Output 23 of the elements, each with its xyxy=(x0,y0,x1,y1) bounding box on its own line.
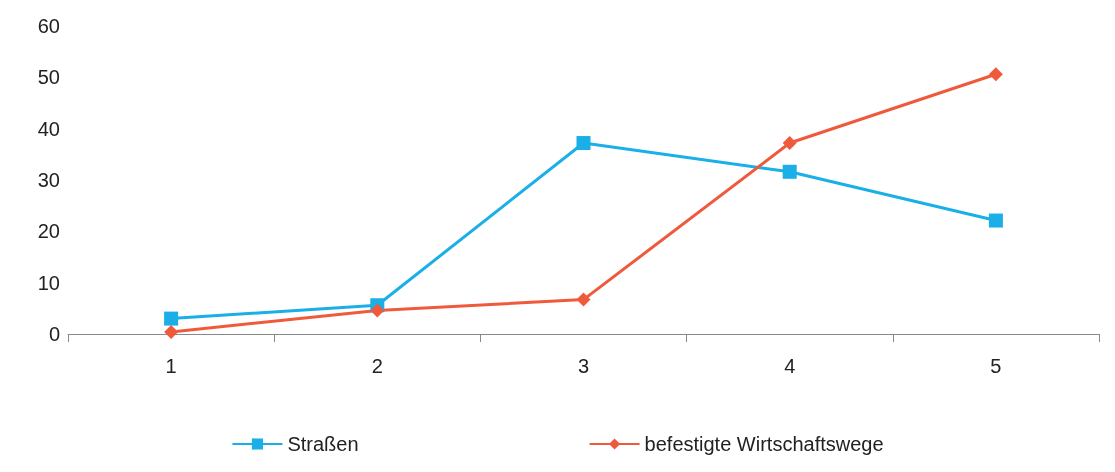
point xyxy=(164,324,179,339)
y-tick-label: 60 xyxy=(37,15,60,37)
x-tick-label: 3 xyxy=(577,355,590,377)
x-tick-label: 4 xyxy=(784,355,796,377)
y-tick-label: 0 xyxy=(48,323,60,345)
point xyxy=(782,164,797,179)
y-tick-label: 10 xyxy=(37,271,60,294)
legend-label: Straßen xyxy=(287,433,359,455)
point xyxy=(988,213,1003,228)
y-tick-label: 50 xyxy=(37,66,60,89)
y-tick-label: 40 xyxy=(37,117,60,140)
y-tick-label: 30 xyxy=(37,169,60,191)
legend-label: befestigte Wirtschaftswege xyxy=(644,433,884,455)
x-tick-label: 2 xyxy=(371,355,383,377)
point xyxy=(370,303,385,318)
point xyxy=(576,292,591,307)
point xyxy=(576,136,591,151)
point xyxy=(988,67,1003,82)
x-tick-label: 1 xyxy=(165,355,177,377)
y-tick-label: 20 xyxy=(37,220,60,243)
point xyxy=(782,136,797,151)
x-tick-label: 5 xyxy=(990,355,1002,377)
point xyxy=(164,311,179,326)
